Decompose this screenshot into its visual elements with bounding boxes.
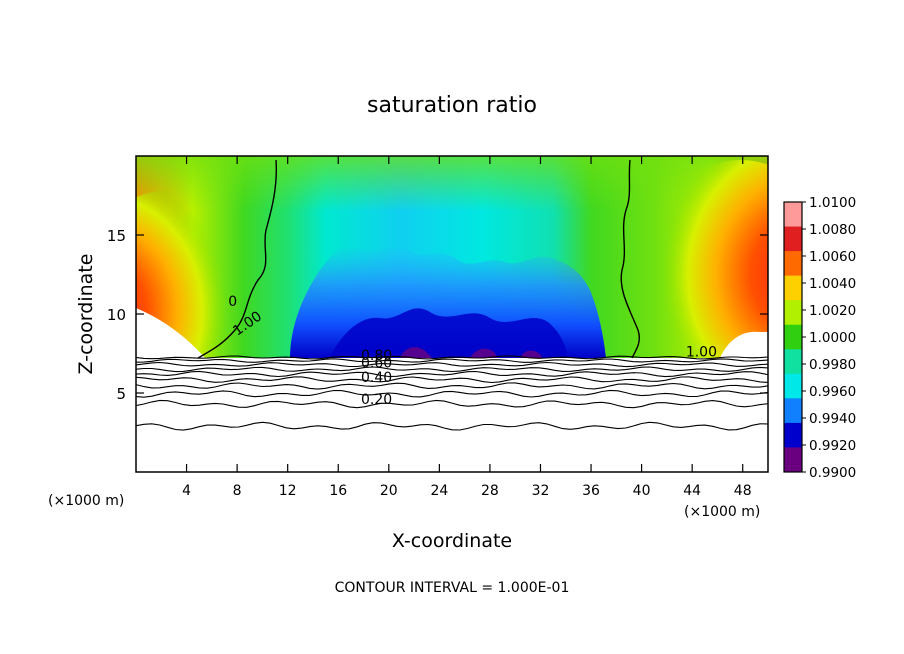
colorbar-swatch (784, 251, 802, 277)
contour-label: 0.20 (361, 392, 392, 408)
colorbar-label: 0.9980 (809, 357, 856, 373)
colorbar-swatch (784, 398, 802, 424)
isoline (136, 358, 768, 363)
colorbar-label: 0.9960 (809, 384, 856, 400)
isoline (136, 361, 768, 368)
colorbar-swatch (784, 373, 802, 399)
x-tick-label: 4 (182, 483, 191, 499)
x-tick-label: 12 (279, 483, 297, 499)
contour-label-group: 01.001.000.800.600.400.20 (228, 294, 717, 408)
field-deep-blue (330, 308, 568, 358)
field-lower-domain (136, 358, 768, 472)
colorbar-swatch (784, 226, 802, 252)
isoline-saturation-left (197, 159, 278, 359)
colorbar-swatch (784, 422, 802, 448)
field-violet-patches (400, 347, 542, 358)
isoline-group (136, 355, 768, 431)
y-tick-label: 10 (107, 306, 126, 324)
isoline (136, 421, 768, 431)
colorbar-swatch (784, 447, 802, 473)
field-upper-green (136, 156, 768, 211)
contour-interval-note: CONTOUR INTERVAL = 1.000E-01 (335, 580, 570, 596)
colorbar-swatch (784, 275, 802, 301)
colorbar-label: 0.9900 (809, 465, 856, 481)
x-tick-label: 36 (582, 483, 600, 499)
colorbar-label: 0.9920 (809, 438, 856, 454)
colorbar-label: 1.0060 (809, 249, 856, 265)
colorbar-label: 0.9940 (809, 411, 856, 427)
x-tick-label: 32 (532, 483, 550, 499)
isoline (136, 366, 768, 373)
x-tick-label: 8 (233, 483, 242, 499)
x-tick-label: 24 (430, 483, 448, 499)
colorbar-swatch (784, 300, 802, 326)
y-axis-label: Z-coordinate (75, 254, 97, 375)
x-tick-label: 28 (481, 483, 499, 499)
x-tick-label: 40 (633, 483, 651, 499)
x-tick-label: 48 (734, 483, 752, 499)
colorbar-label: 1.0100 (809, 195, 856, 211)
contour-label: 1.00 (686, 345, 717, 361)
chart-title: saturation ratio (367, 93, 537, 118)
contour-field (136, 156, 768, 472)
contour-label: 0.60 (361, 356, 392, 372)
x-tick-label: 20 (380, 483, 398, 499)
x-tick-label: 44 (683, 483, 701, 499)
y-tick-label: 5 (116, 385, 126, 403)
colorbar-label: 1.0020 (809, 303, 856, 319)
colorbar-swatch (784, 324, 802, 350)
contour-label: 0.80 (361, 348, 392, 364)
y-axis-ticks: 5 10 15 (107, 227, 768, 403)
colorbar: 1.0100 1.0080 1.0060 1.0040 1.0020 1.0000 0.99… (783, 195, 856, 481)
isoline (136, 389, 768, 398)
colorbar-swatch (784, 202, 802, 228)
colorbar-swatch (784, 349, 802, 375)
field-white-right (720, 331, 768, 358)
isoline (136, 399, 768, 409)
colorbar-label: 1.0040 (809, 276, 856, 292)
x-axis-ticks: 4 8 12 16 20 24 28 32 36 40 44 48 (182, 156, 752, 499)
field-white-left (136, 308, 205, 358)
isoline-saturation-right (620, 159, 641, 359)
x-axis-label: X-coordinate (392, 530, 512, 552)
field-right-plume (640, 160, 768, 390)
y-tick-label: 15 (107, 227, 126, 245)
isoline (136, 370, 768, 378)
colorbar-label: 1.0080 (809, 222, 856, 238)
colorbar-label: 1.0000 (809, 330, 856, 346)
contour-label: 0 (228, 294, 237, 310)
isoline (136, 355, 768, 360)
x-tick-label: 16 (329, 483, 347, 499)
x-unit-left: (×1000 m) (48, 493, 124, 509)
isoline (136, 382, 768, 390)
isoline (136, 376, 768, 384)
contour-label: 0.40 (361, 370, 392, 386)
x-unit-right: (×1000 m) (684, 504, 760, 520)
